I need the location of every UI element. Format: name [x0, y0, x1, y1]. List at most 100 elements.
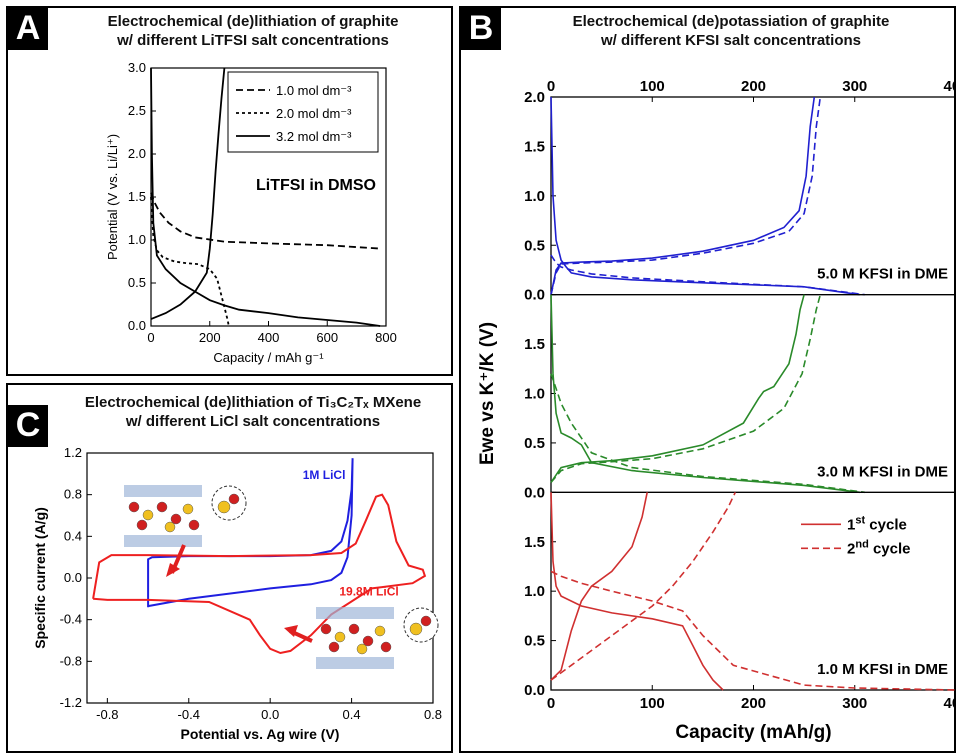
panel-b-title-line1: Electrochemical (de)potassiation of grap…: [572, 13, 890, 30]
legend-label-b: 1st cycle: [847, 514, 907, 533]
y-tick-label-a: 2.5: [128, 103, 146, 118]
series-line-a-0: [150, 192, 381, 250]
y-tick-label-b: 0.5: [524, 237, 545, 254]
y-tick-label-a: 3.0: [128, 60, 146, 75]
panel-b-title: Electrochemical (de)potassiation of grap…: [511, 12, 951, 50]
mxene-layer-bottom: [316, 657, 394, 669]
series-line-a-2: [150, 67, 381, 327]
series-line-c-1: [92, 493, 427, 655]
series-line-b-0-2: [550, 254, 866, 296]
schematic-19m: [316, 607, 439, 669]
series-line-a-3: [150, 67, 226, 320]
mxene-layer-top: [316, 607, 394, 619]
ion-molecule: [348, 623, 360, 635]
ion-molecule: [334, 631, 346, 643]
series-line-b-2-0: [550, 492, 724, 691]
y-tick-label-b: 1.0: [524, 188, 545, 205]
chart-b: 0 0 100 100 200 200 300 300 400 400 Capacity (mAh/…: [477, 78, 956, 743]
series-line-b-1-3: [550, 294, 822, 483]
y-tick-label-b: 0.5: [524, 435, 545, 452]
plot-frame-b: [550, 96, 956, 691]
ion-molecule: [170, 513, 182, 525]
y-tick-label-b: 1.0: [524, 583, 545, 600]
ion-molecule: [328, 641, 340, 653]
series-line-b-0-3: [550, 96, 822, 295]
chart-a: 0 200 400 600 800 0.0 0.5 1.0 1.5 2.0 2.5 3.0 Capaci…: [105, 60, 397, 365]
ion-molecule: [374, 625, 386, 637]
mxene-layer-bottom: [124, 535, 202, 547]
ion-molecule: [362, 635, 374, 647]
y-tick-label-a: 2.0: [128, 146, 146, 161]
annotation-19m-c: 19.8M LiCl: [339, 585, 398, 599]
panel-c-label: C: [8, 405, 48, 447]
solvated-ion-core: [409, 622, 423, 636]
panel-c-title: Electrochemical (de)lithiation of Ti₃C₂T…: [58, 393, 448, 431]
panel-c: C Electrochemical (de)lithiation of Ti₃C…: [6, 383, 453, 753]
legend-label-a: 2.0 mol dm⁻³: [276, 106, 352, 121]
y-tick-label-b: 2.0: [524, 89, 545, 106]
legend-label-a: 3.2 mol dm⁻³: [276, 129, 352, 144]
annotation-1m-c: 1M LiCl: [303, 468, 346, 482]
x-tick-label-a: 200: [199, 330, 221, 345]
panel-a-label: A: [8, 8, 48, 50]
x-tick-label-b: 300: [842, 695, 867, 712]
x-tick-label-c: 0.8: [424, 707, 442, 722]
solvated-ion-circle: [403, 607, 439, 643]
legend-label-b: 2nd cycle: [847, 538, 911, 557]
panel-b-label: B: [461, 8, 501, 50]
top-x-tick-label-b: 300: [842, 78, 867, 95]
ion-molecule: [164, 521, 176, 533]
arrow-19m-head: [284, 625, 298, 637]
y-tick-label-c: 0.0: [64, 570, 82, 585]
ion-molecule: [142, 509, 154, 521]
x-tick-label-c: 0.0: [261, 707, 279, 722]
x-tick-label-c: 0.4: [343, 707, 361, 722]
y-tick-label-b: 1.5: [524, 138, 545, 155]
y-axis-label-c: Specific current (A/g): [32, 507, 48, 649]
y-tick-label-a: 0.5: [128, 275, 146, 290]
annotation-a: LiTFSI in DMSO: [256, 177, 376, 194]
legend-label-a: 1.0 mol dm⁻³: [276, 83, 352, 98]
y-tick-label-b: 1.0: [524, 386, 545, 403]
x-axis-label-b: Capacity (mAh/g): [675, 722, 831, 743]
panel-a-title: Electrochemical (de)lithiation of graphi…: [58, 12, 448, 50]
x-tick-label-a: 800: [375, 330, 397, 345]
solvated-ion-core: [217, 500, 231, 514]
panel-b-title-line2: w/ different KFSI salt concentrations: [600, 32, 862, 49]
chart-c: -0.8 -0.4 0.0 0.4 0.8 -1.2 -0.8 -0.4 0.0 0.4 0.8 1.…: [32, 445, 442, 742]
y-axis-label-b: Ewe vs K⁺/K (V): [477, 322, 498, 465]
ion-molecule: [128, 501, 140, 513]
y-tick-label-b: 0.5: [524, 633, 545, 650]
y-tick-label-b: 0.0: [524, 682, 545, 699]
y-tick-label-b: 1.5: [524, 336, 545, 353]
x-tick-label-c: -0.4: [178, 707, 200, 722]
ion-molecule: [156, 501, 168, 513]
x-tick-label-b: 0: [547, 695, 555, 712]
series-line-b-1-1: [550, 294, 805, 483]
series-line-b-2-1: [550, 492, 648, 681]
y-tick-label-b: 0.0: [524, 287, 545, 304]
subplot-label-b: 3.0 M KFSI in DME: [817, 463, 948, 480]
ion-molecule: [356, 643, 368, 655]
y-tick-label-c: 0.8: [64, 487, 82, 502]
y-tick-label-c: -1.2: [60, 695, 82, 710]
x-tick-label-b: 200: [741, 695, 766, 712]
legend-box-a: [227, 71, 379, 153]
top-x-tick-label-b: 400: [943, 78, 956, 95]
ion-molecule: [380, 641, 392, 653]
panel-a: A Electrochemical (de)lithiation of grap…: [6, 6, 453, 376]
x-tick-label-b: 100: [640, 695, 665, 712]
panel-b: B Electrochemical (de)potassiation of gr…: [459, 6, 956, 753]
y-tick-label-c: -0.4: [60, 612, 82, 627]
arrow-1m-head: [166, 563, 180, 577]
panel-c-title-line2: w/ different LiCl salt concentrations: [125, 413, 381, 430]
top-x-tick-label-b: 0: [547, 78, 555, 95]
y-tick-label-b: 1.5: [524, 534, 545, 551]
mxene-layer-top: [124, 485, 202, 497]
solvated-ion-circle: [211, 485, 247, 521]
x-axis-label-c: Potential vs. Ag wire (V): [181, 726, 340, 742]
y-tick-label-a: 1.5: [128, 189, 146, 204]
y-axis-label-a: Potential (V vs. Li/Li⁺): [105, 134, 120, 260]
y-tick-label-c: -0.8: [60, 653, 82, 668]
solvated-water: [228, 493, 240, 505]
